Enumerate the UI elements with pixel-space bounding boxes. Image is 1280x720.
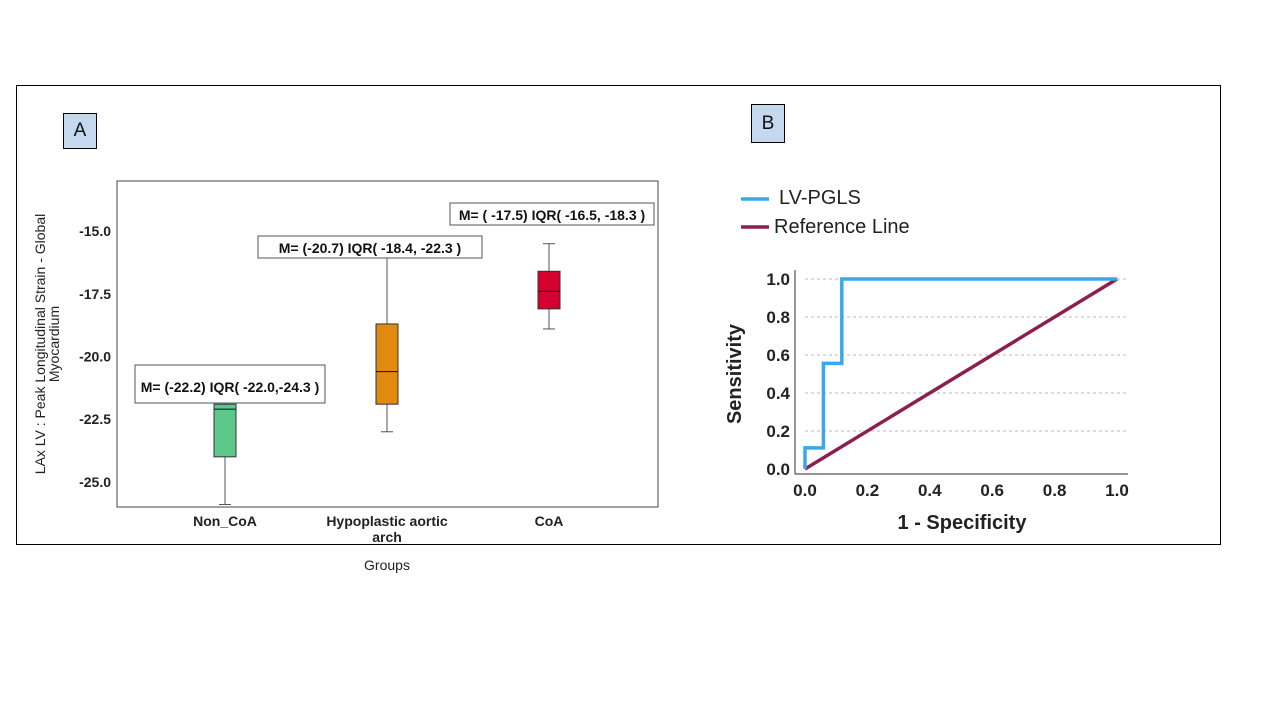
box-y-axis-title-line1: LAx LV : Peak Longitudinal Strain - Glob…	[32, 214, 48, 474]
box-annotations: M= (-22.2) IQR( -22.0,-24.3 ) M= (-20.7) …	[134, 202, 655, 404]
roc-y-tick-label: 0.4	[766, 384, 790, 403]
box-marks	[213, 243, 561, 505]
roc-y-axis-title: Sensitivity	[724, 323, 746, 424]
figure-frame	[16, 85, 1221, 545]
box-y-tick-label: -22.5	[79, 411, 111, 427]
roc-axes: 0.0 0.2 0.4 0.6 0.8 1.0 0.0 0.2 0.4 0.6 0.8 1.0	[766, 270, 1129, 500]
box-y-axis: -15.0 -17.5 -20.0 -22.5 -25.0	[79, 223, 111, 490]
roc-chart: 0.0 0.2 0.4 0.6 0.8 1.0 0.0 0.2 0.4 0.6 0.8 1.0 LV-…	[724, 187, 1129, 534]
roc-x-tick-label: 0.8	[1043, 481, 1067, 500]
roc-reference-line	[804, 277, 1118, 471]
roc-y-tick-label: 1.0	[766, 270, 790, 289]
roc-y-tick-label: 0.6	[766, 346, 790, 365]
box-iqr	[375, 323, 399, 405]
roc-series	[803, 277, 1118, 471]
box-category-label: Hypoplastic aortic	[326, 513, 448, 529]
box-category-label-line2: arch	[372, 529, 402, 545]
roc-legend-reference-line-label: Reference Line	[774, 216, 910, 238]
roc-x-tick-label: 0.6	[980, 481, 1004, 500]
box-category-label: Non_CoA	[193, 513, 257, 529]
box-annotation-text: M= (-22.2) IQR( -22.0,-24.3 )	[141, 379, 320, 395]
box-iqr	[537, 270, 561, 310]
roc-x-tick-label: 1.0	[1105, 481, 1129, 500]
box-annotation-text: M= (-20.7) IQR( -18.4, -22.3 )	[279, 240, 461, 256]
panel-b-label: B	[751, 104, 785, 143]
roc-y-tick-label: 0.2	[766, 422, 790, 441]
roc-curve-lv-pgls	[803, 277, 1117, 469]
roc-x-tick-label: 0.0	[793, 481, 817, 500]
box-y-tick-label: -20.0	[79, 349, 111, 365]
box-annotation-frame	[449, 202, 655, 226]
roc-y-tick-label: 0.0	[766, 460, 790, 479]
box-x-axis-title: Groups	[364, 557, 410, 573]
box-y-tick-label: -25.0	[79, 474, 111, 490]
box-annotation-frame	[257, 235, 483, 259]
roc-legend: LV-PGLS Reference Line	[741, 187, 910, 238]
roc-x-tick-label: 0.4	[918, 481, 942, 500]
panel-a-label: A	[63, 113, 97, 149]
box-y-tick-label: -17.5	[79, 286, 111, 302]
roc-legend-lv-pgls-label: LV-PGLS	[779, 187, 861, 209]
box-iqr	[213, 403, 237, 458]
box-y-tick-label: -15.0	[79, 223, 111, 239]
box-annotation-text: M= ( -17.5) IQR( -16.5, -18.3 )	[459, 207, 645, 223]
box-category-label: CoA	[535, 513, 564, 529]
box-y-axis-title-line2: Myocardium	[46, 306, 62, 382]
roc-x-tick-label: 0.2	[856, 481, 880, 500]
box-plot-area	[116, 180, 659, 508]
box-annotation-frame	[134, 364, 326, 404]
roc-y-tick-label: 0.8	[766, 308, 790, 327]
box-plot-chart: -15.0 -17.5 -20.0 -22.5 -25.0 M= (-22.2) IQR…	[32, 180, 659, 573]
roc-x-axis-title: 1 - Specificity	[898, 512, 1028, 534]
